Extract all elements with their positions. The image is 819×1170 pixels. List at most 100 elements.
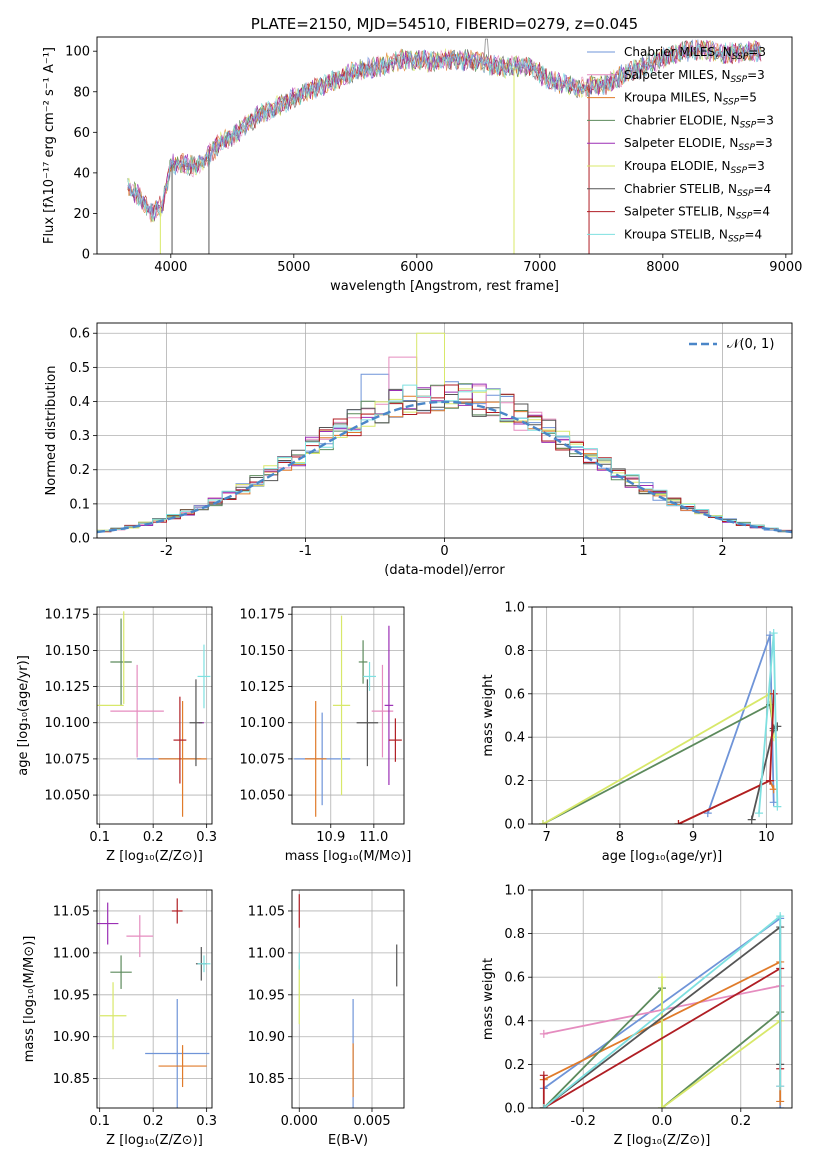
- mass-weight-line: [661, 977, 781, 1108]
- y-axis-label: Normed distribution: [44, 366, 59, 496]
- y-tick-label: 0.0: [504, 818, 525, 833]
- axes-frame: [96, 889, 213, 1109]
- x-axis-label: Z [log₁₀(Z/Z⊙)]: [614, 1133, 711, 1148]
- legend-label: Salpeter STELIB, NSSP=4: [624, 205, 770, 222]
- x-axis-label: age [log₁₀(age/yr)]: [602, 849, 723, 864]
- x-tick-label: 7: [543, 830, 551, 845]
- legend-label: Kroupa MILES, NSSP=5: [624, 91, 757, 108]
- x-tick-label: 0.3: [196, 1114, 217, 1129]
- legend-label-main: Kroupa MILES, N: [624, 91, 723, 105]
- legend-label: Kroupa STELIB, NSSP=4: [624, 227, 762, 244]
- y-tick-label: 11.00: [53, 946, 90, 961]
- x-axis-label: Z [log₁₀(Z/Z⊙)]: [106, 1133, 203, 1148]
- y-tick-label: 0.4: [69, 395, 90, 410]
- panel-EBV-mass: 0.000 0.005 10.85 10.90 10.95 11.00 11.05 E(B-V…: [248, 889, 405, 1148]
- plot-area: [539, 912, 785, 1108]
- y-tick-label: 40: [73, 166, 90, 181]
- chart-title: PLATE=2150, MJD=54510, FIBERID=0279, z=0…: [251, 15, 638, 33]
- data-marker: [539, 1071, 548, 1080]
- legend-label: 𝒩(0, 1): [727, 337, 774, 352]
- legend-value: =3: [756, 113, 774, 127]
- grid: [532, 606, 792, 825]
- y-tick-label: 10.125: [240, 680, 286, 695]
- y-tick-label: 0.4: [504, 1014, 525, 1029]
- legend-value: =4: [752, 205, 770, 219]
- legend-subscript: SSP: [737, 189, 754, 199]
- y-tick-label: 11.00: [248, 946, 285, 961]
- legend-label-main: Chabrier ELODIE, N: [624, 113, 740, 127]
- y-tick-label: 10.100: [45, 716, 91, 731]
- y-tick-label: 0.0: [504, 1102, 525, 1117]
- y-tick-label: 10.90: [53, 1030, 90, 1045]
- y-tick-label: 11.05: [248, 904, 285, 919]
- y-tick-label: 10.050: [240, 789, 286, 804]
- y-tick-label: 100: [65, 45, 90, 60]
- x-tick-label: 1: [579, 544, 587, 559]
- y-tick-label: 10.075: [45, 752, 91, 767]
- x-tick-label: 0: [440, 544, 448, 559]
- legend-value: =3: [747, 159, 765, 173]
- normal-curve: [97, 400, 792, 534]
- y-tick-label: 10.125: [45, 680, 91, 695]
- y-tick-label: 80: [73, 85, 90, 100]
- y-tick-label: 10.95: [248, 988, 285, 1003]
- panel-mass-age: 10.9 11.0 10.050 10.075 10.100 10.125 10.150 10…: [240, 606, 411, 864]
- x-tick-label: -1: [299, 544, 312, 559]
- spectrum-line: [127, 42, 762, 221]
- data-marker: [769, 798, 778, 807]
- legend-label: Chabrier ELODIE, NSSP=3: [624, 113, 774, 130]
- legend-subscript: SSP: [738, 143, 755, 153]
- legend-subscript: SSP: [732, 52, 749, 62]
- x-tick-label: 0.005: [353, 1114, 390, 1129]
- data-marker: [674, 820, 683, 824]
- y-tick-label: 0: [82, 248, 90, 263]
- x-tick-label: 9000: [769, 260, 802, 275]
- axes-frame: [96, 322, 793, 539]
- y-tick-label: 10.175: [240, 608, 286, 623]
- plot-area: [294, 615, 402, 817]
- data-marker: [766, 776, 775, 785]
- data-marker: [773, 722, 782, 731]
- x-axis-label: E(B-V): [328, 1133, 368, 1148]
- legend-subscript: SSP: [728, 234, 745, 244]
- data-marker: [776, 1097, 785, 1106]
- data-marker: [769, 689, 778, 698]
- panel-residuals: -2 -1 0 1 2 0.0 0.1 0.2 0.3 0.4 0.5 0.6 (data-model)…: [44, 322, 793, 578]
- y-tick-label: 10.075: [240, 752, 286, 767]
- panel-Z-massweight: -0.2 0.0 0.2 0.0 0.2 0.4 0.6 0.8 1.0 Z [log₁₀(Z/Z…: [481, 884, 793, 1148]
- legend-label: Chabrier STELIB, NSSP=4: [624, 182, 771, 199]
- axes-frame: [96, 606, 213, 825]
- y-tick-label: 10.85: [53, 1072, 90, 1087]
- y-tick-label: 0.6: [504, 687, 525, 702]
- data-marker: [776, 1082, 785, 1091]
- x-tick-label: 0.000: [281, 1114, 318, 1129]
- legend-label: Salpeter ELODIE, NSSP=3: [624, 136, 773, 153]
- legend-value: =4: [754, 182, 772, 196]
- legend-label-main: Salpeter ELODIE, N: [624, 136, 738, 150]
- legend-subscript: SSP: [723, 98, 740, 108]
- plot-area: [97, 332, 792, 534]
- legend-label-main: Salpeter MILES, N: [624, 68, 731, 82]
- plot-area: [97, 611, 211, 817]
- x-tick-label: 10: [758, 830, 775, 845]
- y-tick-label: 10.100: [240, 716, 286, 731]
- y-tick-label: 10.150: [45, 644, 91, 659]
- plot-area: [298, 894, 398, 1108]
- grid: [292, 607, 404, 824]
- data-marker: [747, 815, 756, 824]
- x-tick-label: 0.2: [143, 1114, 164, 1129]
- panel-age-massweight: 7 8 9 10 0.0 0.2 0.4 0.6 0.8 1.0 age [log₁₀(age/yr…: [481, 601, 793, 864]
- axes-frame: [291, 889, 405, 1109]
- data-marker: [773, 802, 782, 811]
- x-tick-label: -2: [160, 544, 173, 559]
- x-tick-label: 5000: [277, 260, 310, 275]
- panel-Z-mass: 0.1 0.2 0.3 10.85 10.90 10.95 11.00 11.05 Z [log…: [22, 889, 217, 1148]
- axes-frame: [291, 606, 405, 825]
- grid: [292, 890, 404, 1108]
- y-tick-label: 0.3: [69, 429, 90, 444]
- x-axis-label: (data-model)/error: [384, 563, 505, 578]
- legend-value: =3: [748, 45, 766, 59]
- legend: 𝒩(0, 1): [689, 337, 774, 352]
- data-marker: [755, 809, 764, 818]
- y-tick-label: 0.6: [504, 971, 525, 986]
